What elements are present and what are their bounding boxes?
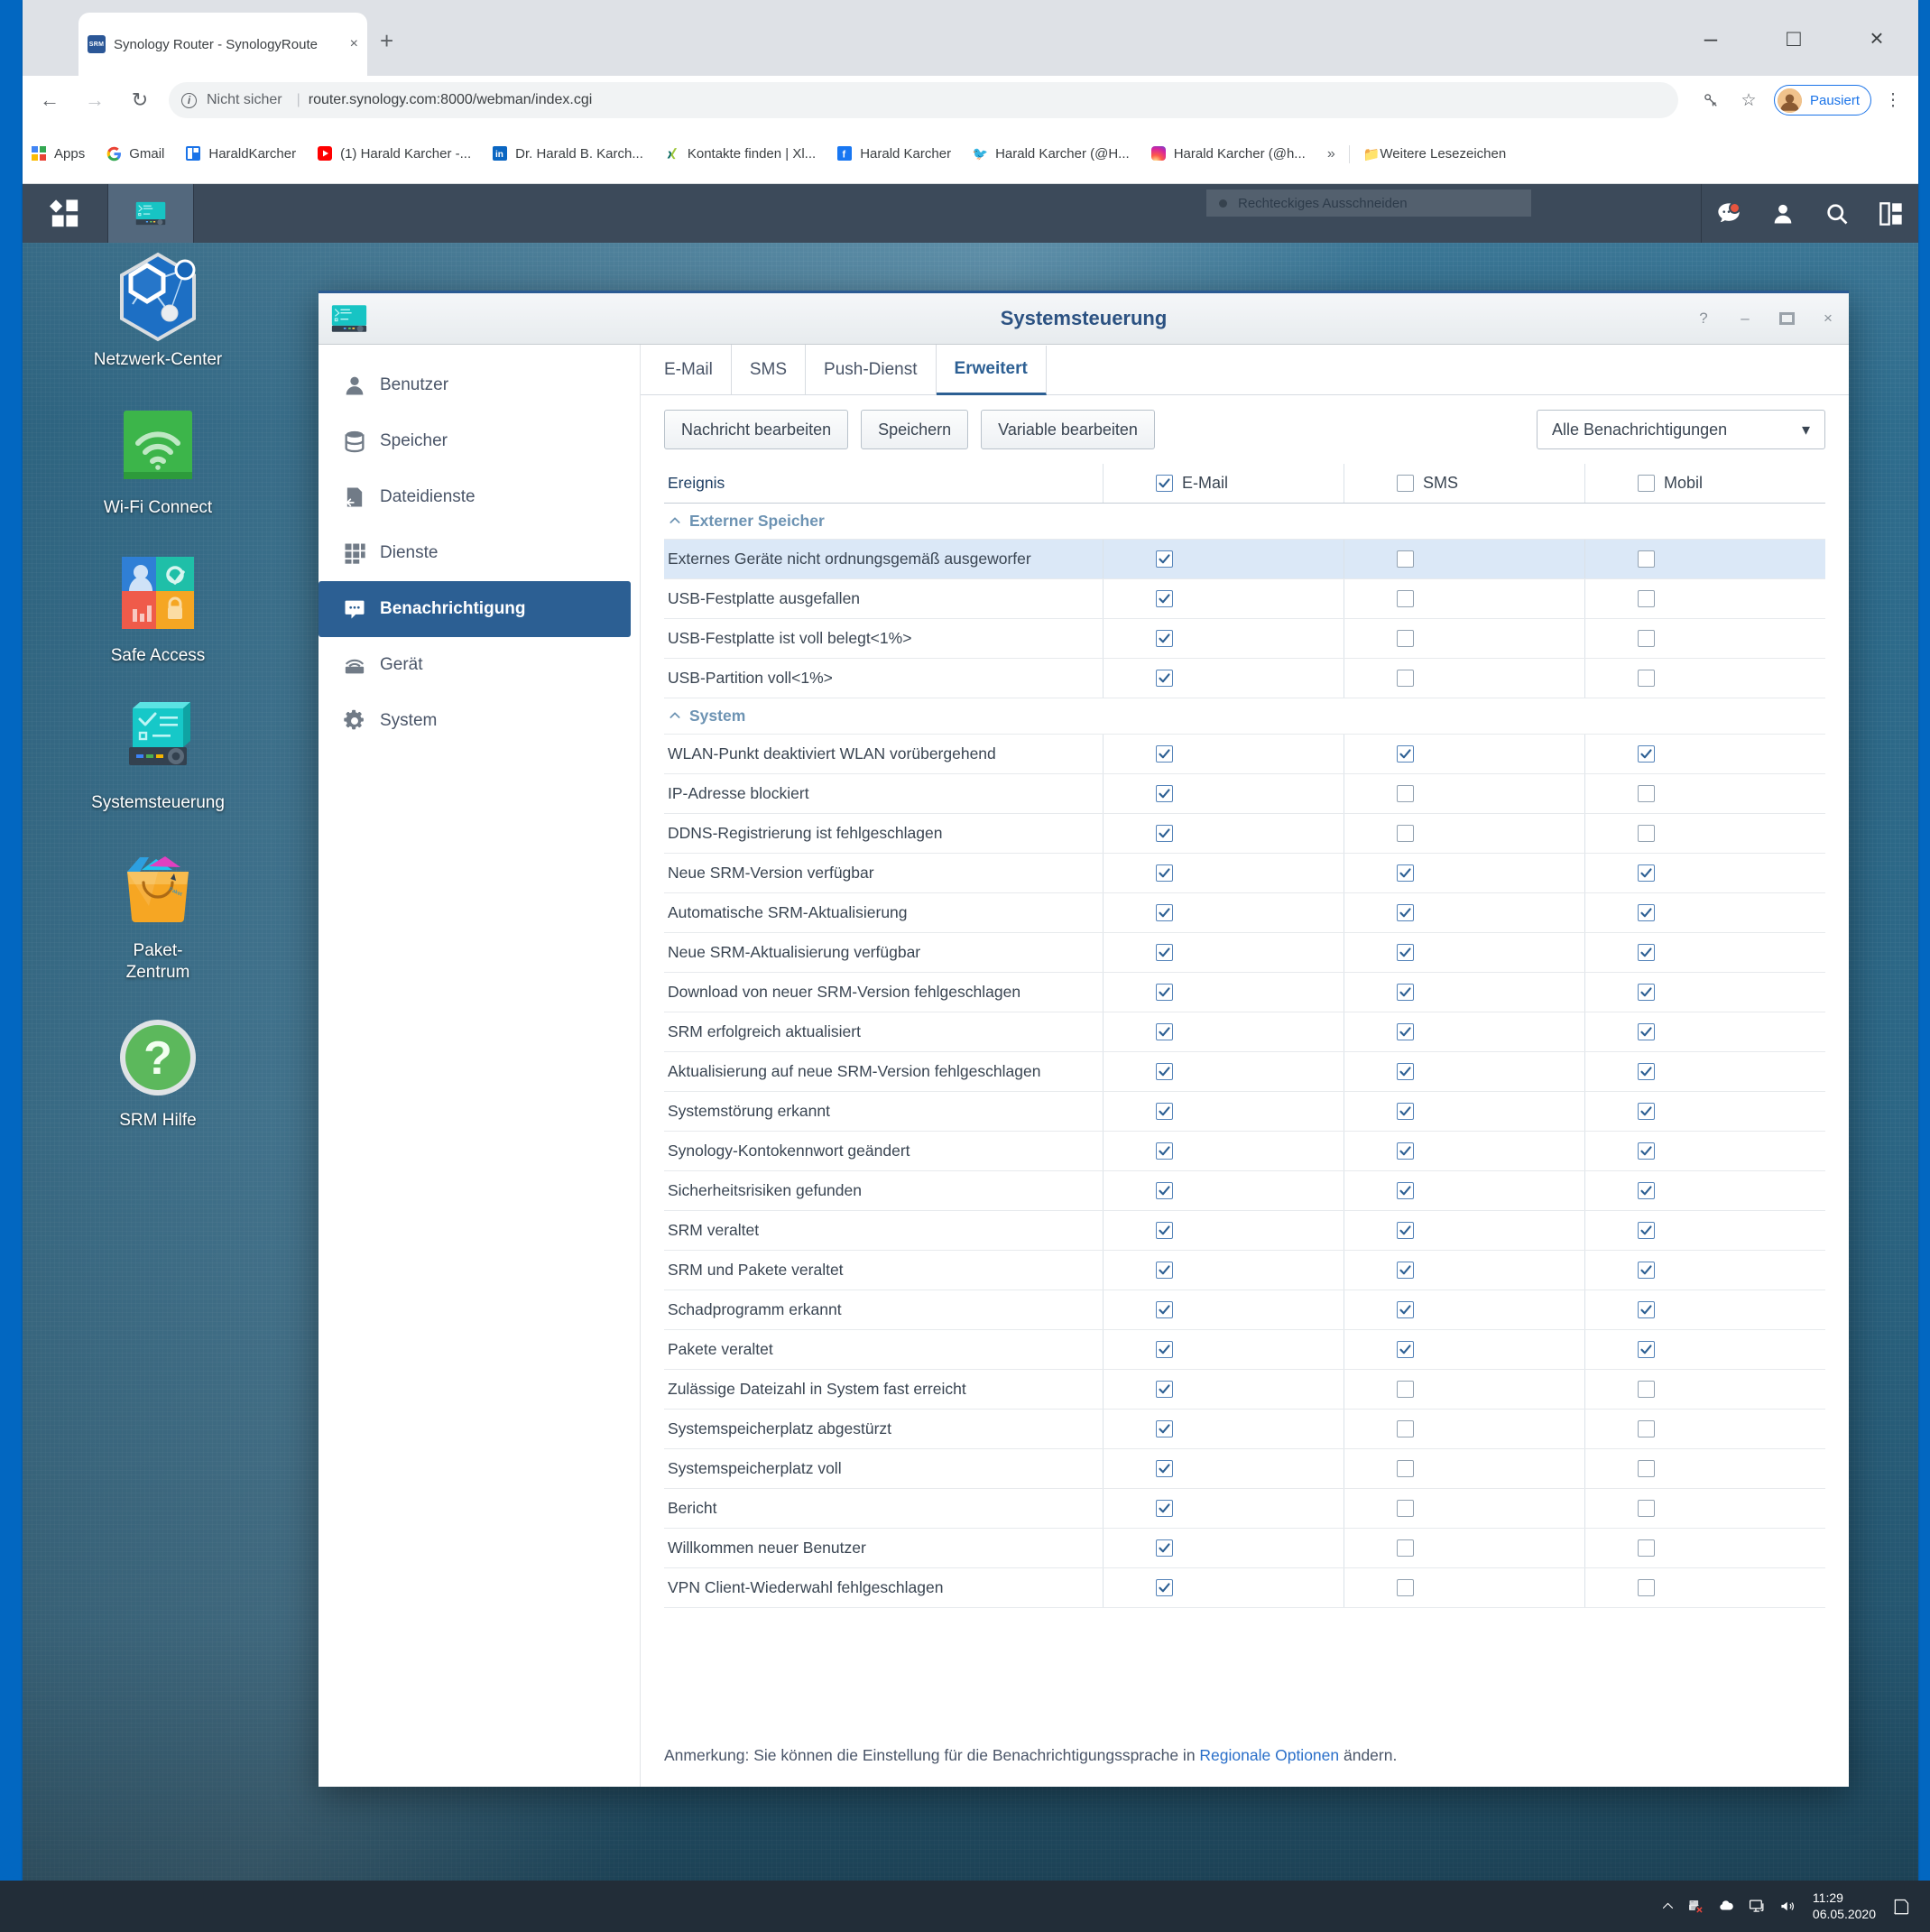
svg-text:in: in: [495, 150, 503, 160]
svg-text:?: ?: [143, 1032, 172, 1085]
svg-text:f: f: [843, 150, 846, 161]
